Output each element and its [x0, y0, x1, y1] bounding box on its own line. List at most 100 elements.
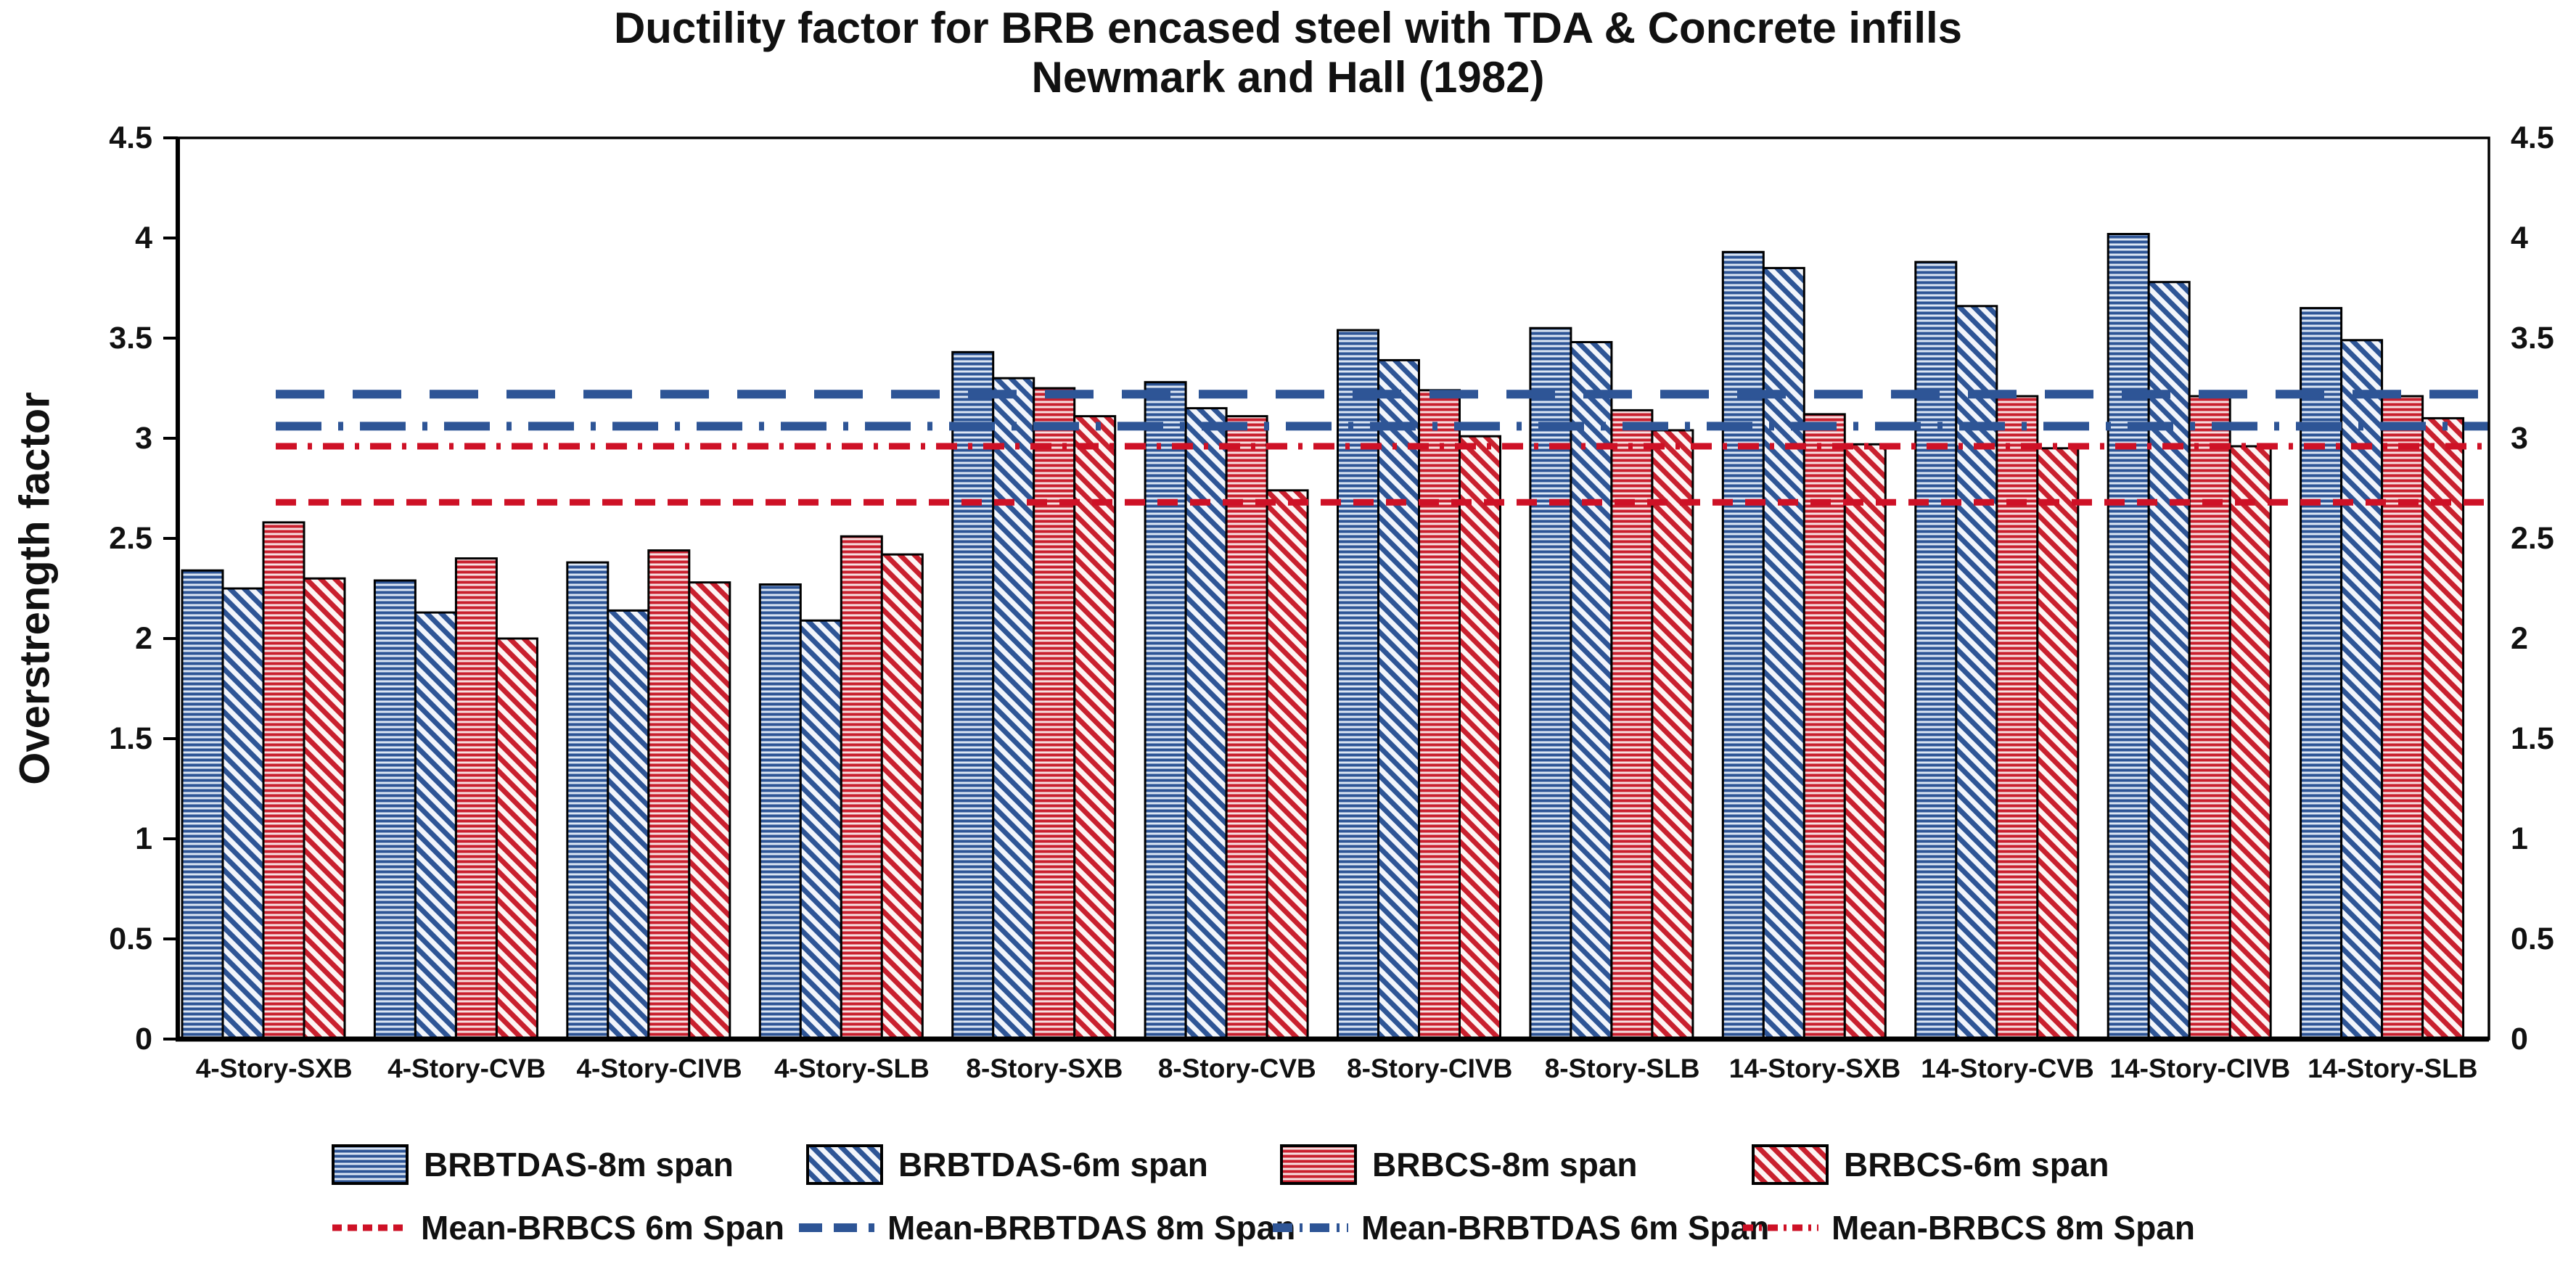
bar [1184, 407, 1228, 1041]
bar [262, 521, 305, 1041]
legend-line-icon [799, 1223, 874, 1232]
legend-swatch-icon [332, 1144, 409, 1185]
legend-line-icon [332, 1224, 408, 1231]
bar [840, 535, 883, 1041]
legend-item-mean-line: Mean-BRBTDAS 8m Span [797, 1206, 1295, 1249]
x-category-label: 14-Story-CIVB [2109, 1054, 2291, 1083]
bar [1570, 341, 1613, 1041]
bar [1955, 305, 1998, 1041]
plot-area [163, 136, 2490, 1042]
bar [799, 619, 842, 1041]
x-category-label: 4-Story-SLB [774, 1054, 930, 1083]
bar [373, 579, 417, 1041]
chart-subtitle: Newmark and Hall (1982) [1031, 53, 1545, 102]
legend-line-icon [1273, 1223, 1348, 1232]
bar [181, 569, 224, 1041]
y-tick-label-left: 1 [135, 821, 152, 856]
bar [2421, 416, 2465, 1041]
bar [303, 577, 346, 1041]
legend-item-mean-line: Mean-BRBCS 6m Span [331, 1206, 784, 1249]
bar [1266, 489, 1309, 1041]
bar [2188, 395, 2231, 1041]
bar [414, 611, 457, 1041]
legend-label: Mean-BRBCS 6m Span [421, 1209, 784, 1247]
bar [607, 609, 650, 1041]
bar [1802, 413, 1846, 1041]
bar [1721, 250, 1765, 1041]
legend-item-series: BRBCS-8m span [1279, 1143, 1638, 1186]
y-tick-label-left: 1.5 [109, 721, 152, 756]
bar [1651, 429, 1694, 1041]
y-tick-label-right: 1 [2511, 821, 2528, 856]
bar [951, 350, 995, 1041]
bar [992, 377, 1035, 1041]
x-category-label: 8-Story-SXB [966, 1054, 1123, 1083]
bar [1073, 415, 1117, 1041]
y-tick-label-right: 3 [2511, 421, 2528, 456]
legend-item-series: BRBTDAS-8m span [331, 1143, 734, 1186]
bar [1995, 395, 2039, 1041]
y-tick-label-left: 0 [135, 1022, 152, 1056]
bar [1529, 327, 1572, 1041]
bar [221, 587, 265, 1041]
bar [2107, 233, 2150, 1041]
y-tick-label-right: 3.5 [2511, 321, 2554, 356]
bar [1418, 389, 1461, 1041]
x-category-label: 4-Story-CVB [387, 1054, 546, 1083]
y-tick-label-right: 0 [2511, 1022, 2528, 1056]
bar [566, 561, 610, 1041]
y-tick-label-right: 0.5 [2511, 922, 2554, 956]
bar [1762, 266, 1805, 1041]
legend-item-mean-line: Mean-BRBTDAS 6m Span [1271, 1206, 1769, 1249]
legend-swatch-icon [1752, 1144, 1829, 1185]
y-tick-label-right: 1.5 [2511, 721, 2554, 756]
legend-label: BRBCS-8m span [1372, 1146, 1638, 1183]
y-tick-label-right: 4 [2511, 221, 2528, 255]
legend-item-series: BRBCS-6m span [1751, 1143, 2109, 1186]
bar [1914, 260, 1958, 1041]
bar [2228, 445, 2272, 1041]
x-category-label: 8-Story-CVB [1157, 1054, 1316, 1083]
x-category-label: 14-Story-SXB [1728, 1054, 1901, 1083]
x-category-label: 14-Story-SLB [2308, 1054, 2478, 1083]
legend-item-series: BRBTDAS-6m span [805, 1143, 1208, 1186]
bar [758, 583, 802, 1041]
bar [2036, 447, 2080, 1041]
legend-item-mean-line: Mean-BRBCS 8m Span [1742, 1206, 2195, 1249]
legend-label: Mean-BRBCS 8m Span [1831, 1209, 2195, 1247]
x-category-label: 4-Story-CIVB [576, 1054, 742, 1083]
y-tick-label-left: 4.5 [109, 120, 152, 155]
x-category-label: 4-Story-SXB [195, 1054, 353, 1083]
y-tick-label-left: 3 [135, 421, 152, 456]
bar [2300, 307, 2343, 1041]
x-category-label: 8-Story-SLB [1544, 1054, 1700, 1083]
bar [1843, 443, 1887, 1041]
bar [1377, 358, 1420, 1041]
y-tick-label-right: 4.5 [2511, 120, 2554, 155]
legend-swatch-icon [806, 1144, 883, 1185]
legend-line-icon [1743, 1224, 1818, 1231]
bar [1225, 415, 1268, 1041]
bar [1459, 435, 1501, 1041]
bar [1144, 381, 1187, 1041]
bar [688, 581, 731, 1041]
legend-label: Mean-BRBTDAS 8m Span [887, 1209, 1296, 1247]
y-tick-label-left: 2 [135, 621, 152, 656]
legend-swatch-icon [1280, 1144, 1357, 1185]
y-tick-label-right: 2 [2511, 621, 2528, 656]
bar [880, 553, 924, 1041]
bar [1337, 329, 1379, 1041]
bar [2381, 395, 2424, 1041]
legend-label: BRBCS-6m span [1844, 1146, 2109, 1183]
y-tick-label-left: 3.5 [109, 321, 152, 356]
bar [495, 637, 538, 1041]
legend-label: Mean-BRBTDAS 6m Span [1361, 1209, 1770, 1247]
x-category-label: 14-Story-CVB [1921, 1054, 2094, 1083]
y-tick-label-left: 4 [135, 221, 152, 255]
bar [454, 557, 498, 1041]
bar [1033, 387, 1076, 1041]
legend-label: BRBTDAS-6m span [898, 1146, 1208, 1183]
bar [647, 549, 691, 1041]
y-tick-label-left: 2.5 [109, 521, 152, 556]
